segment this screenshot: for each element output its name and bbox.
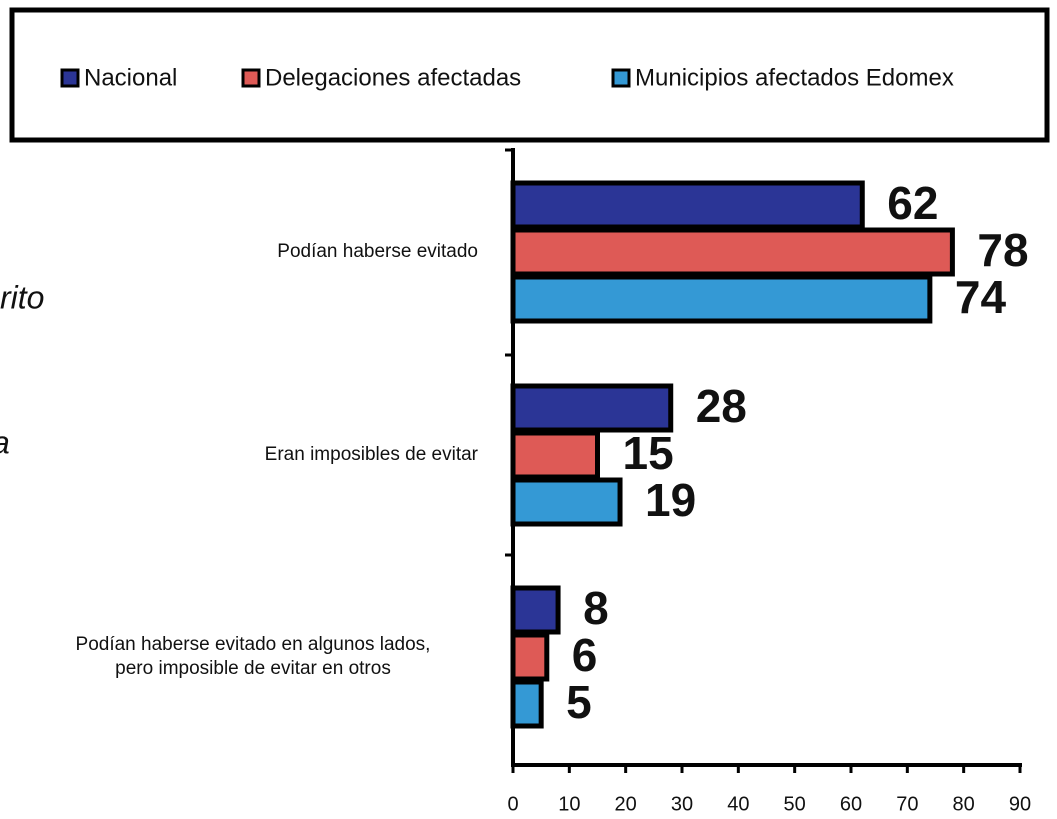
x-tick-label: 20 (615, 793, 637, 815)
value-label: 5 (566, 676, 592, 728)
legend-swatch (60, 68, 80, 88)
category-label: Eran imposibles de evitar (265, 444, 479, 465)
bar (510, 585, 561, 635)
x-tick-label: 50 (784, 793, 806, 815)
x-tick-label: 30 (671, 793, 693, 815)
value-label: 6 (572, 629, 598, 681)
value-label: 78 (977, 224, 1028, 276)
bar (510, 477, 623, 527)
value-label: 62 (887, 177, 938, 229)
x-tick-label: 60 (840, 793, 862, 815)
x-tick-label: 90 (1009, 793, 1031, 815)
legend-swatch (241, 68, 261, 88)
legend-swatch (611, 68, 631, 88)
x-tick-label: 70 (896, 793, 918, 815)
bar (510, 383, 674, 433)
annotation: rito (0, 279, 44, 315)
legend-label: Delegaciones afectadas (265, 64, 521, 91)
legend-label: Nacional (84, 64, 177, 91)
x-tick-label: 80 (953, 793, 975, 815)
value-label: 8 (583, 582, 609, 634)
bar (510, 274, 933, 324)
category-label: Podían haberse evitado (277, 241, 478, 262)
x-tick-label: 40 (727, 793, 749, 815)
value-label: 19 (645, 474, 696, 526)
x-tick-label: 10 (558, 793, 580, 815)
value-label: 15 (623, 427, 674, 479)
bar (510, 430, 600, 480)
bar (510, 632, 550, 682)
category-label: Podían haberse evitado en algunos lados,… (76, 634, 431, 679)
x-tick-label: 0 (507, 793, 518, 815)
value-label: 74 (955, 271, 1007, 323)
bar (510, 180, 865, 230)
bar (510, 679, 544, 729)
legend-box (9, 7, 1050, 143)
value-label: 28 (696, 380, 747, 432)
bar (510, 227, 955, 277)
legend-label: Municipios afectados Edomex (635, 64, 954, 91)
annotation: a (0, 424, 10, 460)
